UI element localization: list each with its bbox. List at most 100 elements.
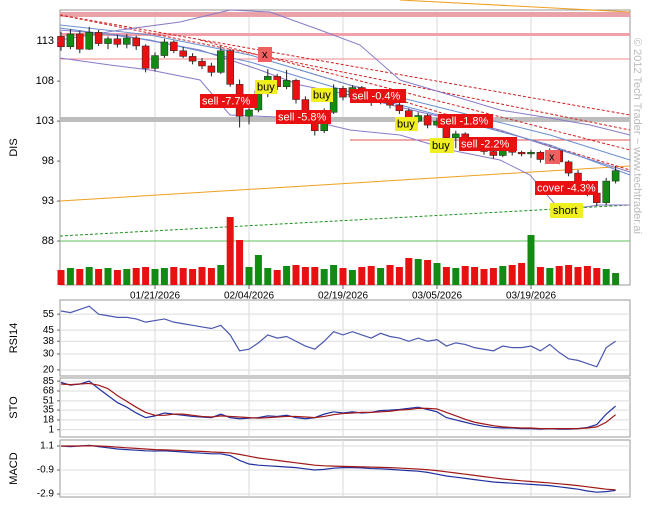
y-tick-label: 68 [43, 386, 55, 397]
volume-bar [330, 265, 338, 285]
candle-body [179, 50, 187, 57]
annotation-box [276, 110, 331, 124]
candle-body [217, 50, 225, 73]
annotation: cover -4.3% [537, 182, 596, 194]
indicator-line [61, 445, 616, 491]
annotation-box [438, 114, 493, 128]
volume-bar [226, 217, 234, 285]
volume-bar [583, 266, 591, 285]
volume-bar [358, 267, 366, 285]
candle-body [141, 45, 150, 69]
volume-bar [536, 267, 544, 285]
volume-bar [123, 269, 131, 285]
candle-body [104, 38, 112, 44]
candle-body [123, 37, 131, 45]
volume-bar [452, 268, 460, 285]
annotation: buy [432, 140, 450, 152]
y-tick-label: 1 [48, 424, 54, 435]
rsi-panel [59, 299, 631, 377]
volume-bar [546, 268, 554, 285]
upper-band [59, 9, 631, 136]
y-tick-label: 88 [42, 235, 54, 247]
x-tick-label: 03/19/2026 [506, 291, 556, 302]
y-axis-title: MACD [8, 452, 20, 484]
y-tick-label: 30 [43, 349, 55, 360]
volume-bar [142, 267, 150, 285]
candle-body [611, 170, 620, 182]
y-tick-label: 103 [36, 115, 54, 127]
x-tick-label: 03/05/2026 [412, 291, 462, 302]
annotation: sell -1.8% [440, 115, 489, 127]
volume-bar [254, 255, 262, 285]
volume-bar [602, 269, 610, 285]
annotation: sell -5.8% [278, 111, 327, 123]
overlays [59, 0, 631, 242]
trend-line [399, 0, 631, 13]
annotation: sell -0.4% [352, 90, 401, 102]
annotation: buy [397, 118, 415, 130]
candle-body [151, 55, 159, 69]
candle-body [527, 152, 535, 155]
volume-bar [377, 268, 385, 285]
volume-bar [245, 267, 253, 285]
y-tick-label: 18 [43, 415, 55, 426]
candle-body [536, 152, 545, 160]
annotation: buy [313, 89, 331, 101]
candle-body [76, 33, 84, 50]
volume-bar [480, 269, 488, 285]
annotation: sell -7.7% [202, 95, 251, 107]
y-axis-title: DIS [8, 138, 20, 156]
y-tick-label: 85 [43, 376, 55, 387]
volume-bar [527, 235, 535, 285]
candle-body [226, 50, 234, 85]
candle-body [85, 32, 93, 50]
volume-bar [264, 268, 272, 285]
resistance-band [60, 12, 630, 17]
x-tick-label: 01/21/2026 [130, 291, 180, 302]
y-tick-label: 45 [43, 325, 55, 336]
volume-bar [386, 265, 394, 285]
candle-body [66, 33, 75, 48]
candle-body [198, 60, 206, 67]
y-axis-title: RSI14 [8, 323, 20, 354]
annotation-box [545, 150, 560, 164]
volume-bar [132, 268, 140, 285]
y-tick-label: 98 [42, 155, 54, 167]
y-tick-label: 108 [36, 75, 54, 87]
volume-bar [348, 270, 356, 285]
annotation-box [459, 137, 517, 151]
volume-bar [207, 268, 215, 285]
volume-bar [442, 267, 450, 285]
indicator-line [60, 382, 616, 430]
volume-bar [461, 266, 469, 285]
trend-line [199, 39, 631, 151]
trend-line [59, 204, 631, 237]
volume-bar [113, 270, 121, 285]
volume-bar [198, 267, 206, 285]
candle-body [517, 152, 526, 155]
annotation-box [550, 203, 583, 218]
y-tick-label: 55 [43, 309, 55, 320]
volume-bar [292, 265, 300, 285]
volume-bar [593, 268, 601, 285]
candle-body [282, 80, 291, 87]
y-tick-label: 113 [36, 35, 54, 47]
volume-bar [367, 266, 375, 285]
volume-bar [104, 268, 112, 285]
annotation-box [535, 181, 598, 195]
volume-bar [518, 263, 526, 285]
candle-body [245, 109, 253, 117]
annotation-box [350, 89, 406, 103]
volume-bar [66, 268, 74, 285]
moving-average [59, 24, 631, 161]
volume-bar [301, 267, 309, 285]
watermark: © 2012 Tech Trader ~ www.techtrader.ai [631, 38, 643, 234]
candle-body [132, 37, 140, 47]
volume-bar [574, 267, 582, 285]
candle-body [113, 38, 122, 45]
volume-bar [405, 258, 413, 285]
volume-bar [320, 269, 328, 285]
annotation: x [262, 49, 268, 61]
indicator-line [60, 444, 616, 493]
